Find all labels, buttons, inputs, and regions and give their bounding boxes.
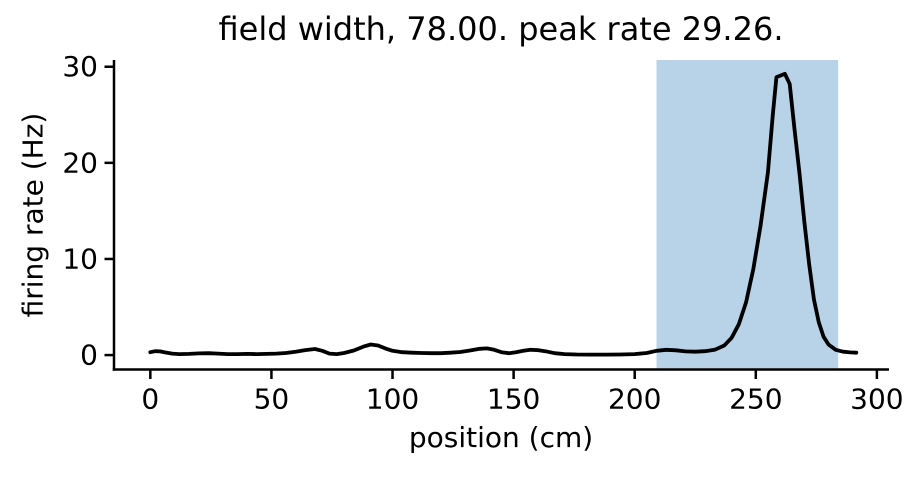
x-tick-label: 150 [487, 382, 540, 415]
x-tick-label: 250 [729, 382, 782, 415]
y-tick-label: 20 [62, 146, 98, 179]
y-tick-label: 0 [80, 339, 98, 372]
x-tick-label: 0 [141, 382, 159, 415]
y-tick-label: 10 [62, 242, 98, 275]
x-axis-label: position (cm) [408, 421, 594, 454]
x-tick-label: 300 [850, 382, 903, 415]
firing-rate-line [148, 71, 859, 357]
x-tick-label: 200 [608, 382, 661, 415]
chart-title: field width, 78.00. peak rate 29.26. [218, 10, 784, 48]
y-tick-label: 30 [62, 50, 98, 83]
y-axis-label: firing rate (Hz) [16, 112, 50, 318]
x-tick-label: 50 [254, 382, 290, 415]
place-field-band [656, 60, 839, 369]
x-tick-label: 100 [366, 382, 419, 415]
